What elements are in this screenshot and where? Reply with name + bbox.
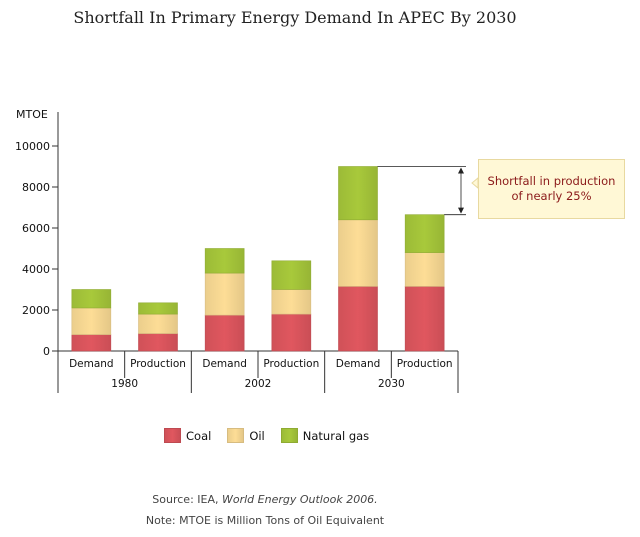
x-category-label: Production xyxy=(263,358,319,370)
bar-segment-coal xyxy=(404,286,445,352)
y-tick-label: 10000 xyxy=(15,140,50,153)
y-tick-label: 6000 xyxy=(22,222,50,235)
legend-label-coal: Coal xyxy=(186,428,212,443)
shortfall-callout: Shortfall in production of nearly 25% xyxy=(478,159,625,219)
x-category-label: Production xyxy=(397,358,453,370)
legend-swatch-oil xyxy=(227,428,245,443)
x-category-label: Demand xyxy=(336,358,381,370)
x-category-label: Demand xyxy=(69,358,114,370)
shortfall-arrow-head-up xyxy=(458,167,464,174)
y-tick-label: 2000 xyxy=(22,304,50,317)
x-category-label: Production xyxy=(130,358,186,370)
legend-item-coal: Coal xyxy=(164,428,211,443)
legend-item-oil: Oil xyxy=(227,428,265,443)
mtoe-note: Note: MTOE is Million Tons of Oil Equiva… xyxy=(145,514,385,527)
x-category-label: Demand xyxy=(202,358,247,370)
bar-segment-natural-gas xyxy=(404,214,445,253)
bar-segment-natural-gas xyxy=(71,289,112,309)
bar-segment-coal xyxy=(204,314,245,352)
y-tick-label: 4000 xyxy=(22,263,50,276)
x-group-label: 2002 xyxy=(245,378,272,390)
bar-segment-coal xyxy=(71,334,112,352)
bar-segment-natural-gas xyxy=(271,260,312,290)
legend-label-gas: Natural gas xyxy=(302,428,370,443)
source-prefix: Source: IEA, xyxy=(152,493,222,506)
legend-item-gas: Natural gas xyxy=(280,428,370,443)
y-tick-label: 0 xyxy=(43,345,50,358)
y-tick-label: 8000 xyxy=(22,181,50,194)
bar-segment-oil xyxy=(204,272,245,316)
bar-segment-oil xyxy=(71,307,112,335)
chart-title: Shortfall In Primary Energy Demand In AP… xyxy=(73,8,517,27)
legend-label-oil: Oil xyxy=(249,428,265,443)
bar-segment-coal xyxy=(338,286,378,352)
bar-segment-coal xyxy=(271,313,312,352)
bar-segment-oil xyxy=(138,313,178,334)
bar-segment-oil xyxy=(271,289,312,315)
bar-segment-coal xyxy=(138,333,178,352)
x-group-label: 1980 xyxy=(111,378,138,390)
bar-segment-natural-gas xyxy=(204,248,245,274)
bar-segment-oil xyxy=(404,252,445,287)
y-axis-label: MTOE xyxy=(16,108,48,121)
bar-segment-oil xyxy=(338,219,378,287)
source-title: World Energy Outlook 2006. xyxy=(222,493,378,506)
x-group-label: 2030 xyxy=(378,378,405,390)
legend-swatch-gas xyxy=(280,428,298,443)
legend: Coal Oil Natural gas xyxy=(164,428,385,443)
bar-segment-natural-gas xyxy=(338,166,378,221)
legend-swatch-coal xyxy=(164,428,181,443)
bar-segment-natural-gas xyxy=(138,302,178,315)
source-note: Source: IEA, World Energy Outlook 2006. xyxy=(0,493,530,506)
shortfall-arrow-head-down xyxy=(458,207,464,214)
